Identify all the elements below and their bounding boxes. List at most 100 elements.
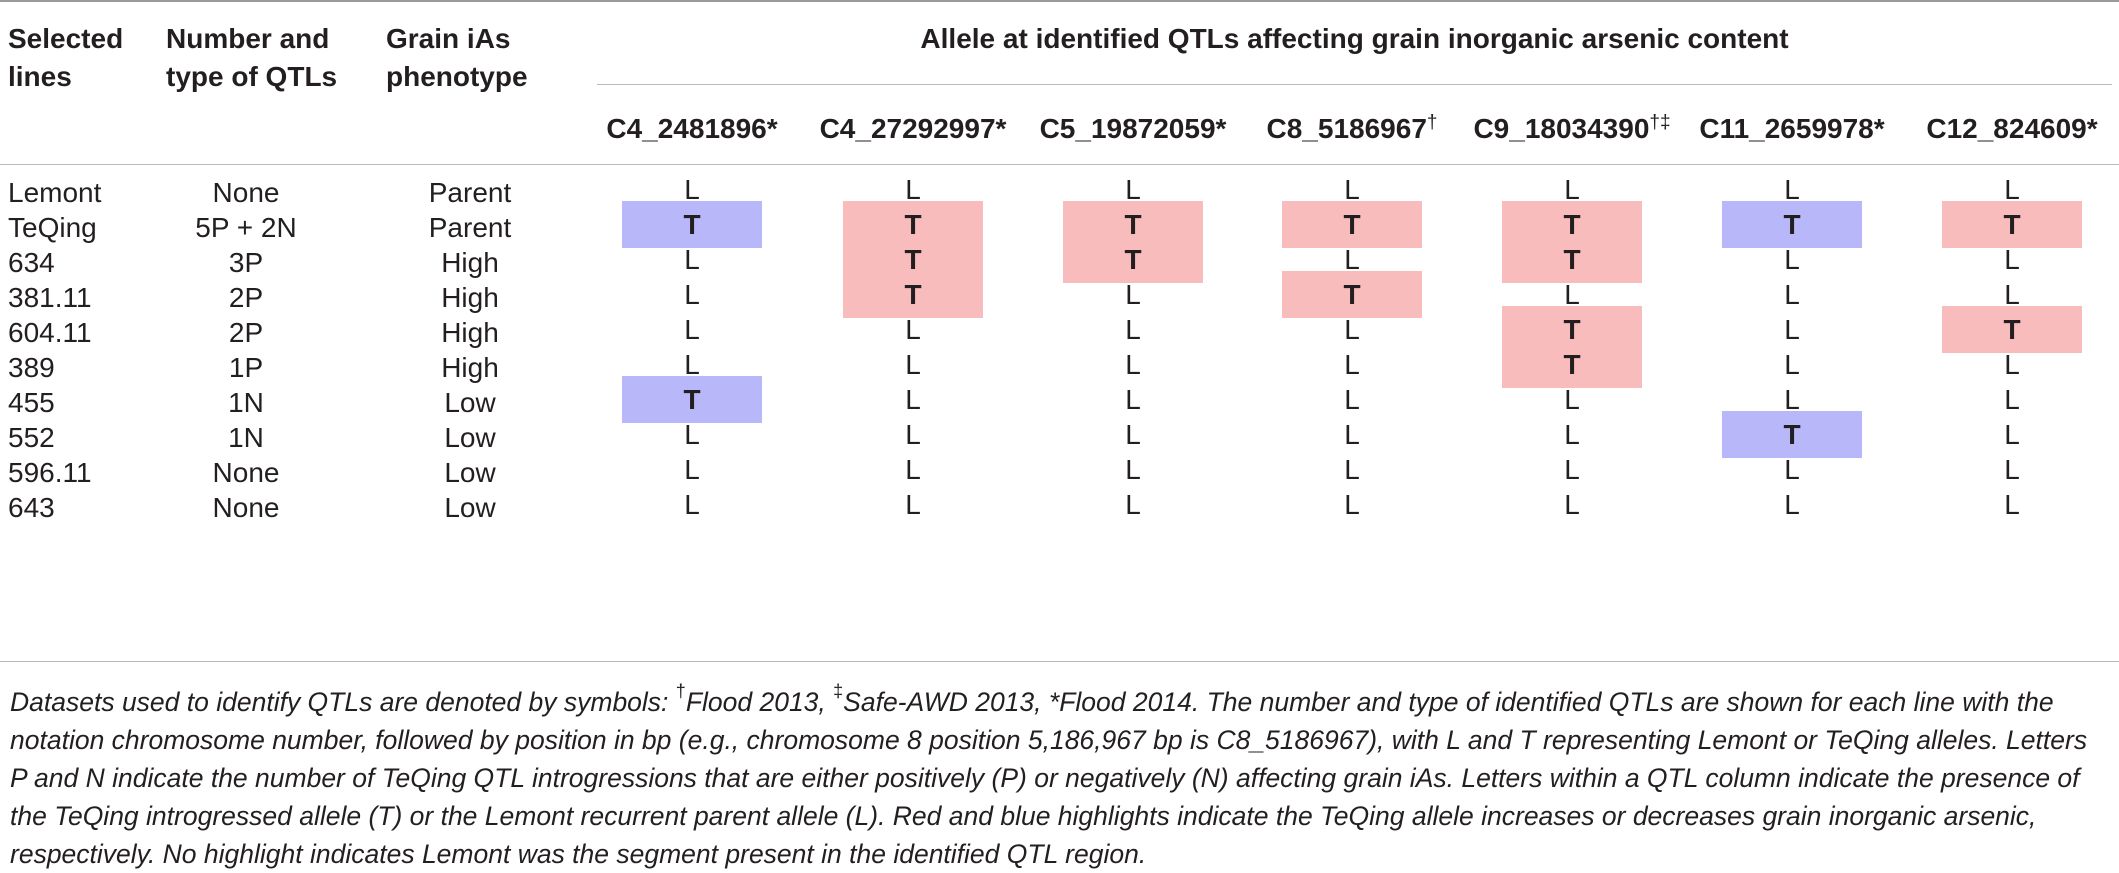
allele-cell-highlighted: T <box>1722 411 1862 458</box>
allele-group-rule <box>597 84 2112 85</box>
allele-cell: L <box>1784 279 1800 310</box>
allele-cell: L <box>1344 384 1360 415</box>
row-phenotype: Low <box>444 387 496 418</box>
row-phenotype: High <box>441 317 499 348</box>
allele-cell: L <box>2004 244 2020 275</box>
allele-cell: L <box>905 174 921 205</box>
row-phenotype: High <box>441 247 499 278</box>
table-footnote: Datasets used to identify QTLs are denot… <box>10 676 2105 873</box>
allele-cell-highlighted: T <box>1942 201 2082 248</box>
allele-cell-highlighted: T <box>622 376 762 423</box>
allele-cell: L <box>2004 454 2020 485</box>
allele-cell-highlighted: T <box>1502 236 1642 283</box>
allele-cell: L <box>1125 279 1141 310</box>
header-bottom-rule <box>0 164 2119 165</box>
column-header-3: C5_19872059* <box>1013 104 1253 154</box>
allele-cell: L <box>1784 454 1800 485</box>
allele-cell: L <box>684 174 700 205</box>
allele-cell-highlighted: T <box>1063 236 1203 283</box>
allele-cell-highlighted: T <box>1942 306 2082 353</box>
row-phenotype: Low <box>444 457 496 488</box>
row-qtl-count: 2P <box>228 282 264 313</box>
row-qtl-count: 2P <box>228 317 264 348</box>
allele-cell: L <box>1344 244 1360 275</box>
row-line-name: 455 <box>8 387 55 418</box>
allele-cell: L <box>1125 174 1141 205</box>
allele-cell: L <box>2004 419 2020 450</box>
allele-cell: L <box>2004 279 2020 310</box>
column-header-5: C9_18034390†‡ <box>1452 104 1692 154</box>
column-header-4: C8_5186967† <box>1232 104 1472 154</box>
column-header-mark: †‡ <box>1649 112 1671 133</box>
allele-cell: L <box>2004 384 2020 415</box>
row-phenotype: Parent <box>428 212 512 243</box>
allele-cell: L <box>905 349 921 380</box>
allele-cell-highlighted: T <box>843 271 983 318</box>
column-header-label: C12_824609* <box>1926 113 2098 144</box>
allele-cell: L <box>1125 349 1141 380</box>
allele-cell: L <box>1564 454 1580 485</box>
column-header-label: C4_2481896* <box>606 113 778 144</box>
row-phenotype: High <box>441 282 499 313</box>
footnote-flood-2014: Flood 2014. <box>1059 686 1200 717</box>
allele-cell: L <box>684 279 700 310</box>
row-qtl-count: None <box>212 177 280 208</box>
double-dagger-symbol: ‡ <box>833 681 844 701</box>
footnote-body: The number and type of identified QTLs a… <box>10 686 2088 869</box>
allele-cell: L <box>684 419 700 450</box>
star-symbol: * <box>1048 686 1060 717</box>
allele-cell: L <box>905 384 921 415</box>
footnote-safe-awd: Safe-AWD 2013, <box>843 686 1049 717</box>
dagger-symbol: † <box>675 681 686 701</box>
footnote-intro: Datasets used to identify QTLs are denot… <box>10 686 676 717</box>
allele-cell: L <box>1344 314 1360 345</box>
allele-cell: L <box>1344 454 1360 485</box>
row-phenotype: Parent <box>428 177 512 208</box>
allele-cell-highlighted: T <box>1282 201 1422 248</box>
table-bottom-rule <box>0 661 2119 662</box>
allele-cell-highlighted: T <box>1502 341 1642 388</box>
row-line-name: 596.11 <box>8 457 92 488</box>
allele-cell: L <box>905 419 921 450</box>
allele-cell: L <box>684 489 700 520</box>
allele-cell: L <box>1784 384 1800 415</box>
column-header-2: C4_27292997* <box>793 104 1033 154</box>
row-line-name: 634 <box>8 247 55 278</box>
allele-cell: L <box>684 314 700 345</box>
row-qtl-count: 1N <box>228 387 264 418</box>
allele-cell: L <box>1344 419 1360 450</box>
row-phenotype: High <box>441 352 499 383</box>
row-line-name: 604.11 <box>8 317 92 348</box>
allele-cell: L <box>684 454 700 485</box>
allele-cell: L <box>1564 279 1580 310</box>
column-header-label: C8_5186967 <box>1266 113 1427 144</box>
allele-cell-highlighted: T <box>1722 201 1862 248</box>
allele-cell: L <box>1344 174 1360 205</box>
row-line-name: 552 <box>8 422 55 453</box>
allele-cell: L <box>1784 489 1800 520</box>
column-header-label: C4_27292997* <box>819 113 1007 144</box>
column-header-6: C11_2659978* <box>1672 104 1912 154</box>
allele-cell: L <box>1125 419 1141 450</box>
allele-cell: L <box>1125 384 1141 415</box>
allele-cell: L <box>2004 489 2020 520</box>
allele-cell: L <box>1125 454 1141 485</box>
allele-cell-highlighted: T <box>622 201 762 248</box>
allele-cell: L <box>1784 314 1800 345</box>
allele-cell: L <box>1784 244 1800 275</box>
allele-cell: L <box>1564 174 1580 205</box>
column-header-label: C5_19872059* <box>1039 113 1227 144</box>
row-qtl-count: 3P <box>228 247 264 278</box>
row-line-name: Lemont <box>8 177 102 208</box>
allele-cell: L <box>1344 349 1360 380</box>
allele-cell: L <box>684 349 700 380</box>
allele-cell: L <box>1784 174 1800 205</box>
column-header-label: C9_18034390 <box>1473 113 1650 144</box>
allele-cell: L <box>905 489 921 520</box>
allele-cell: L <box>1564 384 1580 415</box>
row-line-name: 643 <box>8 492 55 523</box>
row-qtl-count: None <box>212 492 280 523</box>
row-qtl-count: None <box>212 457 280 488</box>
allele-cell: L <box>2004 174 2020 205</box>
row-phenotype: Low <box>444 492 496 523</box>
